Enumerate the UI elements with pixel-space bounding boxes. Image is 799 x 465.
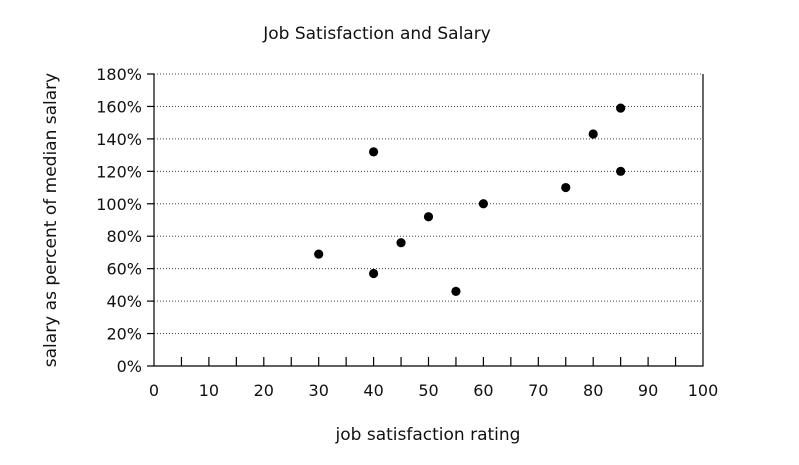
x-tick-label: 10: [199, 381, 219, 400]
y-tick-label: 40%: [106, 292, 142, 311]
data-point: [396, 238, 406, 248]
y-tick-label: 120%: [96, 162, 142, 181]
data-point: [314, 249, 324, 259]
y-tick-label: 20%: [106, 325, 142, 344]
data-point: [451, 286, 461, 296]
x-axis-label: job satisfaction rating: [335, 425, 521, 445]
data-point: [588, 129, 598, 139]
grid-lines: [154, 73, 703, 335]
y-tick-label: 60%: [106, 260, 142, 279]
y-axis-label: salary as percent of median salary: [41, 73, 61, 367]
x-tick-label: 20: [254, 381, 274, 400]
axes: [147, 73, 704, 367]
data-point: [561, 182, 571, 193]
y-tick-label: 0%: [117, 357, 142, 376]
x-tick-label: 30: [309, 381, 329, 400]
y-tick-label: 140%: [96, 130, 142, 149]
x-tick-label: 70: [528, 381, 548, 400]
x-tick-label: 100: [688, 381, 719, 400]
y-tick-label: 160%: [96, 97, 142, 116]
x-tick-label: 50: [418, 381, 438, 400]
y-tick-label: 100%: [96, 195, 142, 214]
data-point: [478, 199, 488, 209]
data-points: [314, 103, 626, 296]
x-tick-label: 40: [363, 381, 383, 400]
y-tick-label: 180%: [96, 65, 142, 84]
data-point: [616, 166, 626, 176]
x-tick-label: 90: [638, 381, 658, 400]
data-point: [369, 147, 379, 157]
data-point: [369, 268, 379, 279]
x-tick-label: 80: [583, 381, 603, 400]
data-point: [616, 103, 626, 113]
x-tick-label: 60: [473, 381, 493, 400]
x-tick-label: 0: [149, 381, 159, 400]
tick-labels: 0% 20% 40% 60% 80% 100% 120% 140% 160% 180% 0 10 20 3…: [96, 65, 718, 400]
chart-title: Job Satisfaction and Salary: [262, 24, 491, 44]
data-point: [423, 212, 434, 222]
y-tick-label: 80%: [106, 227, 142, 246]
